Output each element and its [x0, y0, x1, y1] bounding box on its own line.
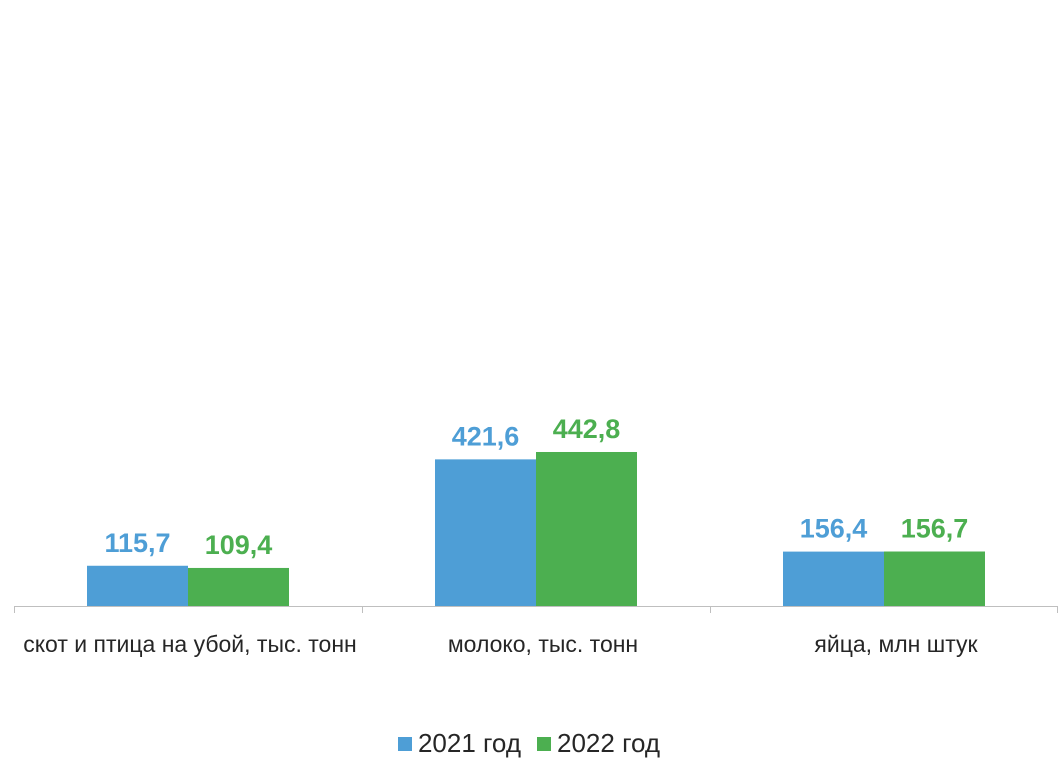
legend: 2021 год 2022 год — [0, 728, 1058, 759]
legend-label-2021: 2021 год — [417, 728, 521, 758]
data-label-2022-2: 156,7 — [901, 513, 969, 543]
category-label-milk: молоко, тыс. тонн — [447, 631, 639, 657]
data-label-2022-0: 109,4 — [205, 530, 273, 560]
data-label-2021-1: 421,6 — [452, 421, 520, 451]
bar-chart: 115,7 109,4 421,6 442,8 156,4 156,7 — [14, 414, 1058, 613]
bar-2022-2 — [884, 551, 985, 606]
bar-2021-2 — [783, 551, 884, 606]
legend-item-2021: 2021 год — [397, 728, 521, 759]
bar-2022-0 — [188, 567, 289, 606]
category-label-eggs: яйца, млн штук — [814, 631, 978, 657]
category-label-livestock: скот и птица на убой, тыс. тонн — [23, 631, 357, 657]
data-label-2021-2: 156,4 — [800, 514, 868, 544]
bar-2021-1 — [435, 459, 536, 606]
legend-swatch-2022 — [537, 736, 551, 751]
bar-2021-0 — [87, 565, 188, 606]
legend-item-2022: 2022 год — [537, 728, 660, 759]
data-label-2021-0: 115,7 — [104, 528, 170, 558]
legend-swatch-2021 — [397, 736, 412, 751]
bar-2022-1 — [536, 451, 637, 606]
legend-label-2022: 2022 год — [557, 728, 661, 758]
data-label-2022-1: 442,8 — [553, 414, 621, 444]
